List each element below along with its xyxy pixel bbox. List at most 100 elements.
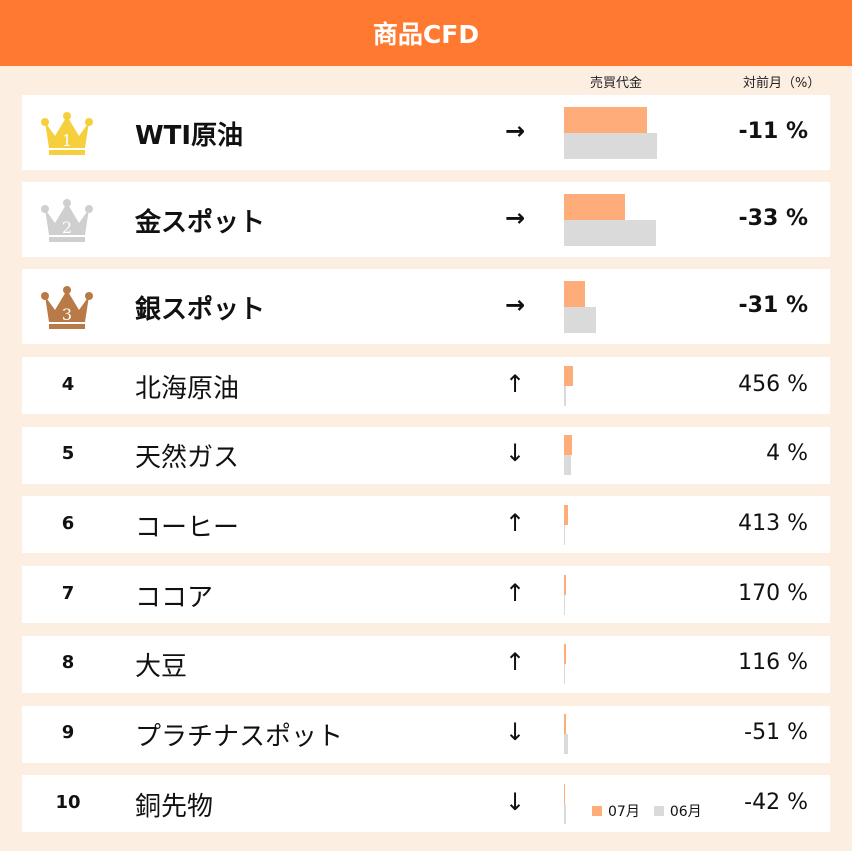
- commodity-name: 銀スポット: [135, 294, 266, 325]
- volume-bars: [564, 193, 714, 246]
- crown-shape: [45, 115, 89, 148]
- commodity-name: プラチナスポット: [135, 722, 344, 752]
- page-title: 商品CFD: [0, 0, 852, 66]
- ranking-row: 2 金スポット → -33 %: [22, 182, 830, 257]
- crown-jewel: [85, 291, 93, 300]
- trend-arrow-icon: ↑: [504, 578, 526, 607]
- rank-number: 7: [61, 582, 75, 604]
- crown-jewel: [41, 204, 49, 213]
- trend-arrow-icon: ↑: [504, 648, 526, 677]
- volume-bars: [564, 783, 714, 824]
- month-change-percent: 4 %: [766, 441, 808, 467]
- bar-previous-month: [564, 132, 658, 159]
- crown-jewel: [63, 111, 71, 120]
- volume-bars: [564, 574, 714, 615]
- bar-current-month: [564, 644, 566, 665]
- commodity-name: 天然ガス: [135, 443, 240, 474]
- crown-rank-number: 2: [62, 218, 72, 237]
- bar-current-month: [564, 714, 566, 734]
- volume-bars: [564, 280, 714, 333]
- legend-current-label: 07月: [608, 804, 640, 820]
- volume-bars: [564, 644, 714, 685]
- bar-previous-month: [564, 734, 568, 754]
- ranking-row: 7 ココア ↑ 170 %: [22, 566, 830, 624]
- trend-arrow-icon: ↓: [504, 718, 526, 746]
- commodity-name: コーヒー: [135, 512, 240, 543]
- month-change-percent: -33 %: [738, 205, 808, 231]
- commodity-name: 銅先物: [135, 791, 214, 822]
- crown-jewel: [41, 291, 49, 300]
- bar-previous-month: [564, 524, 565, 545]
- bar-previous-month: [564, 385, 566, 406]
- volume-bars: [564, 106, 714, 159]
- ranking-row: 4 北海原油 ↑ 456 %: [22, 357, 830, 414]
- month-change-percent: 116 %: [738, 650, 808, 676]
- crown-silver-icon: 2: [41, 198, 93, 242]
- trend-arrow-icon: ↓: [504, 439, 526, 468]
- volume-bars: [564, 504, 714, 545]
- volume-column-header: 売買代金: [590, 76, 643, 91]
- crown-shape: [45, 289, 89, 322]
- bar-current-month: [564, 435, 572, 456]
- bar-previous-month: [564, 455, 572, 476]
- crown-jewel: [63, 198, 71, 207]
- trend-arrow-icon: ↑: [504, 369, 526, 398]
- ranking-row: 1 WTI原油 → -11 %: [22, 95, 830, 170]
- rank-crown: 1: [39, 110, 95, 160]
- bar-previous-month: [564, 594, 565, 615]
- ranking-row: 5 天然ガス ↓ 4 %: [22, 426, 830, 484]
- bar-previous-month: [564, 219, 657, 246]
- bar-current-month: [564, 193, 626, 220]
- month-change-percent: -31 %: [738, 292, 808, 318]
- crown-jewel: [63, 285, 71, 294]
- crown-jewel: [85, 204, 93, 213]
- rank-number: 9: [61, 722, 75, 743]
- volume-bars: [564, 714, 714, 754]
- trend-arrow-icon: ↓: [504, 787, 526, 816]
- rank-number: 10: [55, 791, 81, 813]
- month-change-percent: 456 %: [738, 371, 808, 397]
- rank-number: 5: [61, 443, 75, 465]
- legend-previous-label: 06月: [669, 804, 702, 820]
- legend: 07月 06月: [592, 801, 702, 821]
- volume-bars: [564, 435, 714, 476]
- change-column-header: 対前月（%）: [743, 76, 821, 91]
- ranking-row: 6 コーヒー ↑ 413 %: [22, 496, 830, 554]
- bar-current-month: [564, 106, 647, 133]
- ranking-row: 10 銅先物 ↓ -42 %: [22, 775, 830, 833]
- trend-arrow-icon: →: [504, 116, 526, 145]
- month-change-percent: 413 %: [738, 510, 808, 536]
- crown-rank-number: 3: [62, 305, 72, 324]
- crown-base: [49, 323, 85, 329]
- month-change-percent: -42 %: [744, 789, 808, 815]
- bar-current-month: [564, 504, 568, 525]
- rank-crown: 3: [39, 284, 95, 334]
- bar-current-month: [564, 365, 573, 386]
- month-change-percent: -51 %: [744, 720, 808, 745]
- bar-previous-month: [564, 803, 567, 824]
- crown-base: [49, 149, 85, 155]
- ranking-row: 9 プラチナスポット ↓ -51 %: [22, 705, 830, 763]
- commodity-name: 北海原油: [135, 373, 240, 404]
- crown-shape: [45, 202, 89, 235]
- bar-current-month: [564, 783, 566, 804]
- rank-number: 8: [61, 652, 75, 674]
- crown-bronze-icon: 3: [41, 285, 93, 329]
- month-change-percent: -11 %: [738, 118, 808, 144]
- crown-base: [49, 236, 85, 242]
- legend-current-swatch: [592, 806, 602, 816]
- commodity-name: WTI原油: [135, 120, 244, 151]
- trend-arrow-icon: →: [504, 290, 526, 319]
- bar-previous-month: [564, 664, 565, 685]
- bar-previous-month: [564, 306, 596, 333]
- rank-number: 6: [61, 512, 75, 534]
- ranking-row: 8 大豆 ↑ 116 %: [22, 635, 830, 693]
- page-title-text: 商品CFD: [372, 20, 480, 49]
- commodity-name: 大豆: [135, 652, 188, 683]
- rank-crown: 2: [39, 197, 95, 247]
- trend-arrow-icon: ↑: [504, 508, 526, 537]
- commodity-name: ココア: [135, 582, 214, 613]
- bar-current-month: [564, 574, 567, 595]
- rank-number: 4: [61, 373, 75, 395]
- crown-gold-icon: 1: [41, 111, 93, 155]
